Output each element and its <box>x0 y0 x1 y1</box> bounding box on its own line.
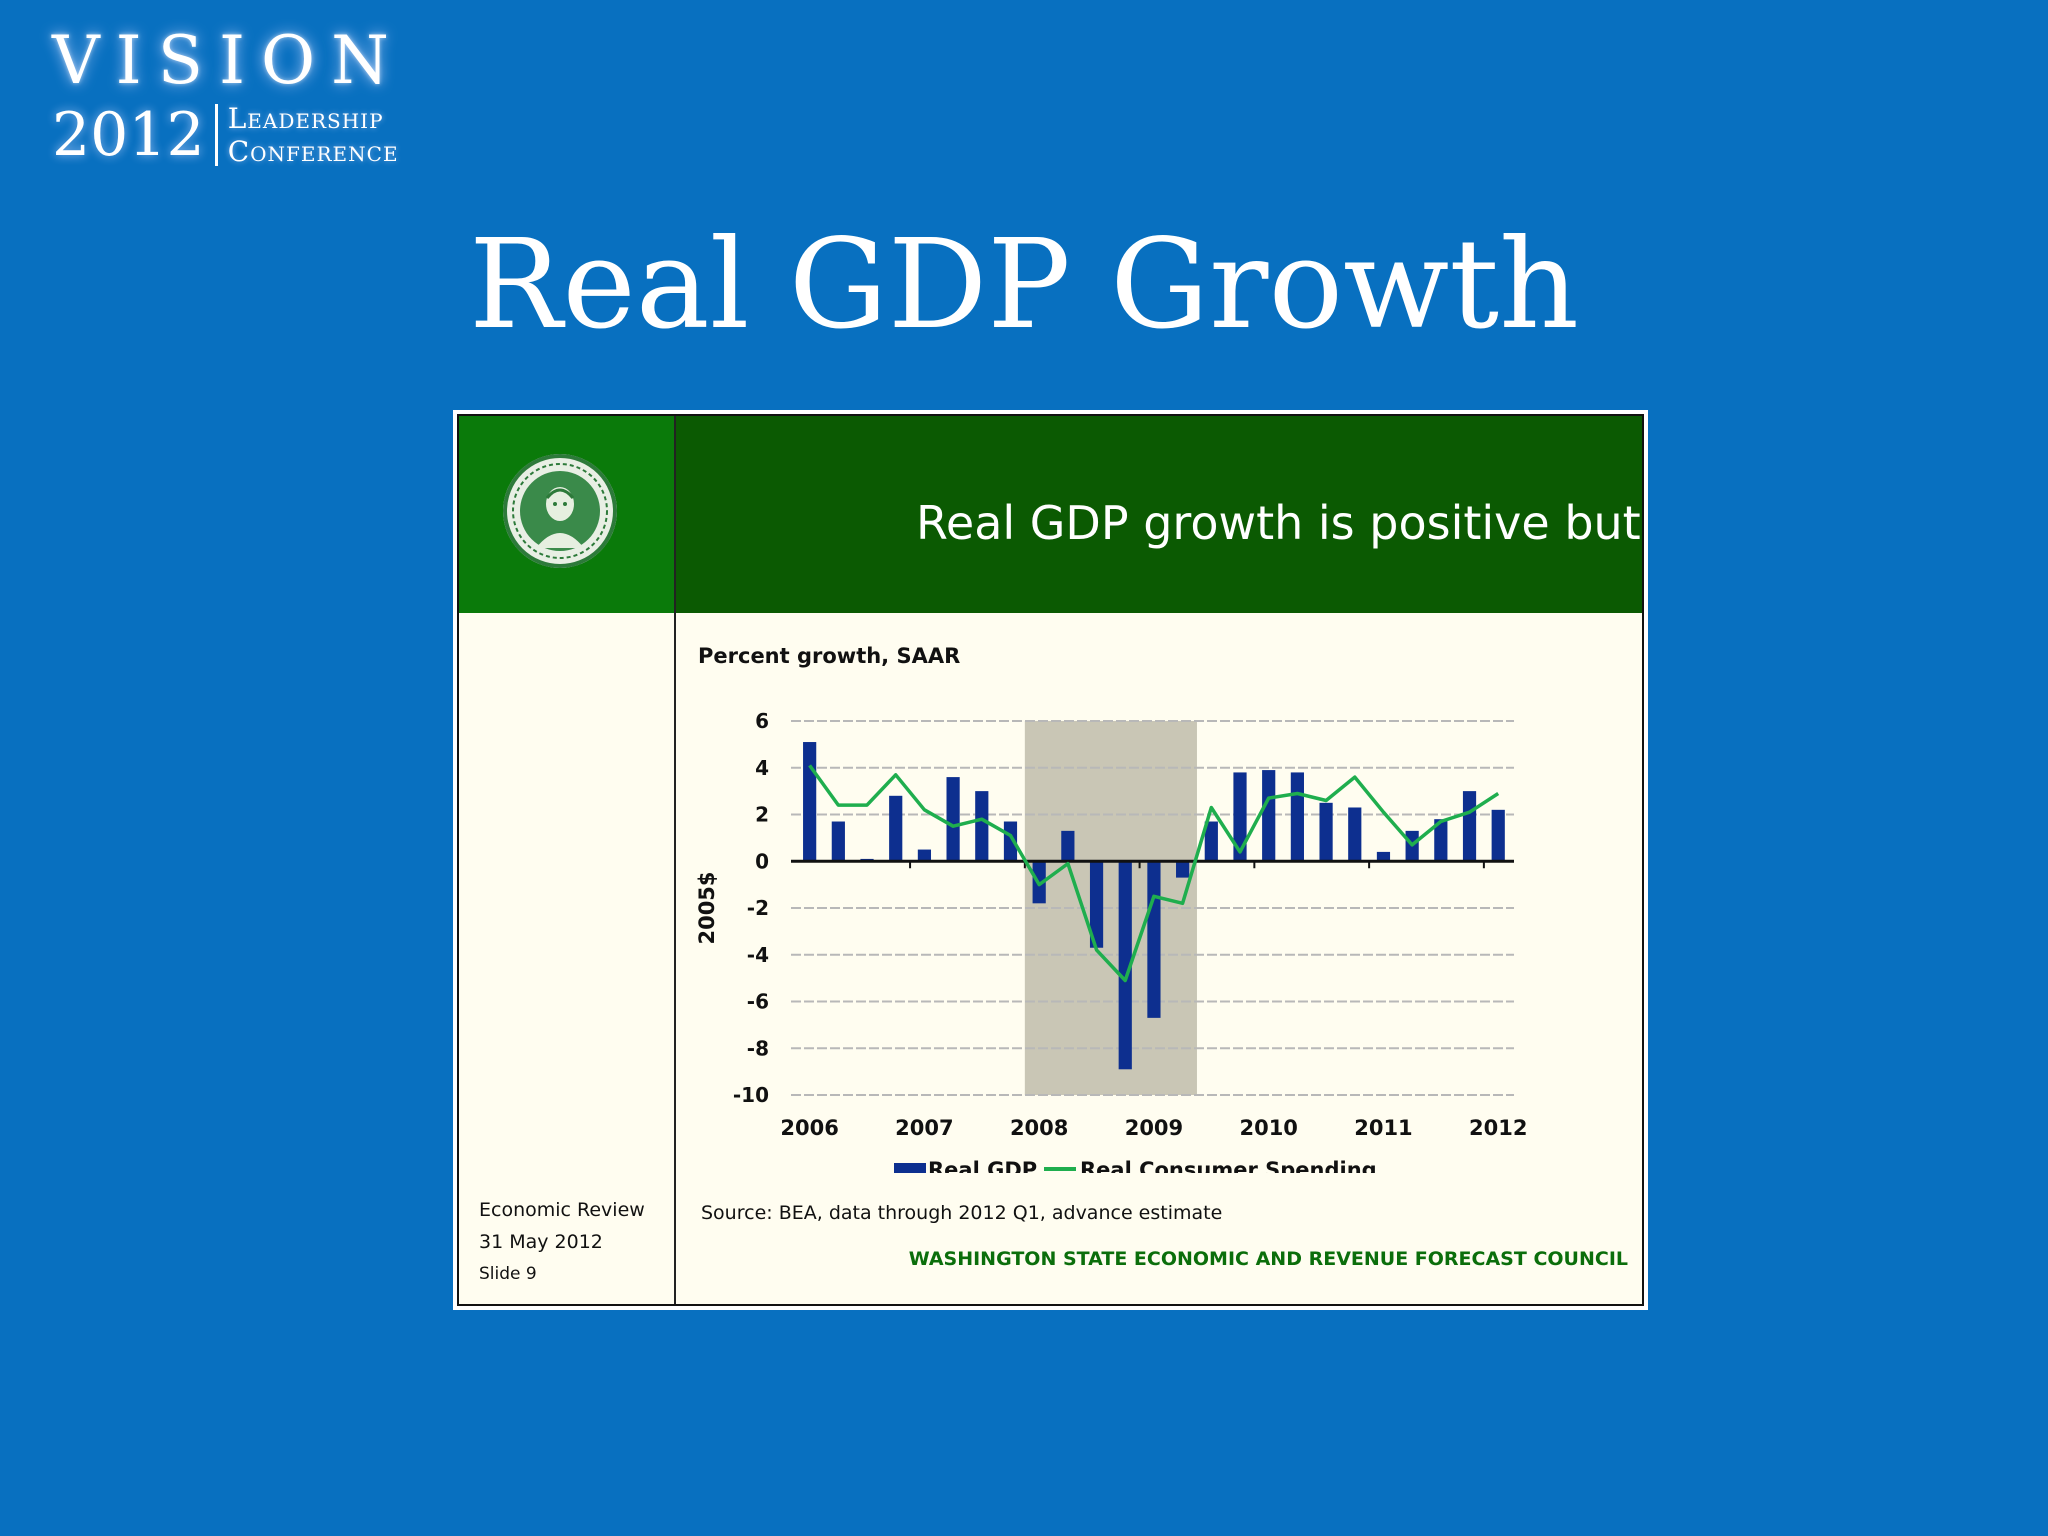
logo-divider <box>214 104 218 166</box>
logo-subtitle-line2: Conference <box>227 135 399 168</box>
gdp-bar <box>1176 861 1190 878</box>
gdp-bar <box>1089 861 1104 948</box>
legend-label-spending: Real Consumer Spending <box>1080 1158 1377 1173</box>
footer-line2: 31 May 2012 <box>479 1231 603 1253</box>
y-tick-label: 6 <box>755 709 769 733</box>
gdp-bar <box>1290 772 1304 862</box>
gdp-bar <box>946 777 960 862</box>
legend-swatch-gdp <box>894 1163 926 1173</box>
logo-subtitle: Leadership Conference <box>228 102 399 168</box>
footer-line3: Slide 9 <box>479 1264 537 1284</box>
y-tick-label: -6 <box>747 990 769 1014</box>
x-year-label: 2011 <box>1354 1116 1412 1140</box>
y-tick-label: -2 <box>747 896 769 920</box>
footer-line1: Economic Review <box>479 1199 645 1221</box>
gdp-bar <box>1204 821 1218 862</box>
gdp-bar <box>917 849 932 862</box>
council-name: WASHINGTON STATE ECONOMIC AND REVENUE FO… <box>908 1248 1628 1270</box>
gdp-bar <box>1118 861 1132 1070</box>
gdp-bar <box>1491 809 1505 862</box>
gdp-bar <box>1233 772 1247 862</box>
gdp-bar <box>1376 851 1391 862</box>
y-tick-label: 4 <box>755 756 769 780</box>
x-year-label: 2007 <box>895 1116 953 1140</box>
y-axis-label: 2005$ <box>695 871 719 944</box>
y-tick-label: 0 <box>755 849 769 873</box>
gdp-bar <box>889 795 903 862</box>
x-year-label: 2006 <box>780 1116 838 1140</box>
embedded-slide-inner: Real GDP growth is positive but slow Per… <box>457 414 1644 1306</box>
x-year-label: 2008 <box>1010 1116 1068 1140</box>
logo-year: 2012 <box>52 100 205 170</box>
legend-label-gdp: Real GDP <box>928 1158 1037 1173</box>
gdp-bar <box>1462 791 1477 862</box>
y-tick-label: -8 <box>747 1036 769 1060</box>
logo-subtitle-line1: Leadership <box>227 102 384 135</box>
gdp-bar <box>1348 807 1362 862</box>
logo-word: VISION <box>52 22 405 99</box>
side-divider <box>674 416 676 1304</box>
gdp-bar <box>975 791 989 862</box>
banner-left-panel <box>459 416 674 613</box>
consumer-spending-line <box>808 764 1500 983</box>
x-year-label: 2010 <box>1239 1116 1297 1140</box>
gdp-bar <box>1003 821 1018 862</box>
embedded-slide: Real GDP growth is positive but slow Per… <box>453 410 1648 1310</box>
gdp-bar <box>831 821 845 862</box>
slide-footer: Economic Review 31 May 2012 Slide 9 <box>479 1194 645 1290</box>
banner-right-panel: Real GDP growth is positive but slow <box>676 416 1642 613</box>
gdp-chart: Percent growth, SAAR 6 4 2 0 -2 -4 -6 -8 -10 2005$… <box>695 644 1527 1173</box>
banner-title: Real GDP growth is positive but slow <box>916 496 1642 550</box>
gdp-bar <box>1147 861 1161 1018</box>
gdp-bar <box>1061 830 1075 862</box>
gdp-bar <box>1434 819 1448 862</box>
source-note: Source: BEA, data through 2012 Q1, advan… <box>701 1202 1223 1224</box>
y-tick-label: -4 <box>747 943 769 967</box>
chart-title: Percent growth, SAAR <box>698 644 960 668</box>
gdp-bar <box>1262 770 1276 862</box>
slide-title: Real GDP Growth <box>469 213 1579 357</box>
conference-logo: VISION 2012 Leadership Conference <box>52 22 405 169</box>
x-year-label: 2009 <box>1125 1116 1183 1140</box>
x-year-label: 2012 <box>1469 1116 1527 1140</box>
state-seal-icon <box>503 454 617 568</box>
logo-row: 2012 Leadership Conference <box>52 102 405 168</box>
gdp-bar <box>1319 802 1333 862</box>
y-tick-label: 2 <box>755 803 769 827</box>
gdp-bar <box>803 742 817 862</box>
y-tick-label: -10 <box>733 1083 769 1107</box>
